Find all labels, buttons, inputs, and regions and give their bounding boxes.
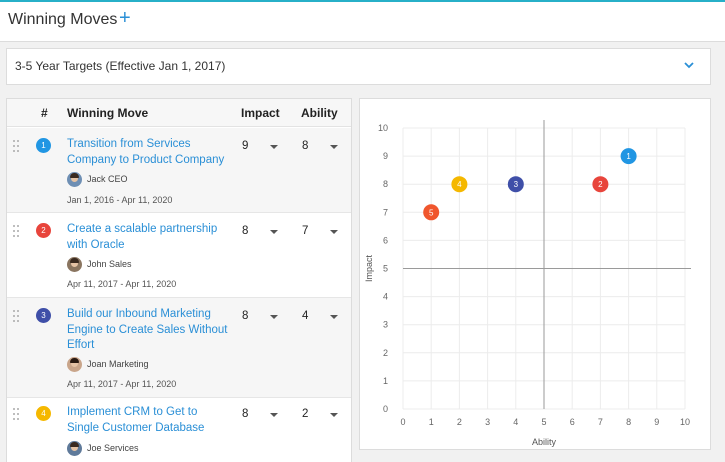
y-tick-label: 9 — [383, 151, 388, 161]
ability-select[interactable]: 4 — [302, 310, 342, 324]
y-tick-label: 6 — [383, 235, 388, 245]
move-number-badge: 4 — [36, 406, 51, 421]
y-tick-label: 1 — [383, 376, 388, 386]
targets-label: 3-5 Year Targets (Effective Jan 1, 2017) — [15, 59, 226, 73]
caret-down-icon — [330, 413, 338, 417]
x-tick-label: 5 — [541, 417, 546, 427]
caret-down-icon — [270, 413, 278, 417]
y-tick-label: 8 — [383, 179, 388, 189]
y-tick-label: 5 — [383, 264, 388, 274]
drag-handle-icon[interactable] — [13, 225, 21, 239]
drag-handle-icon[interactable] — [13, 408, 21, 422]
move-number-badge: 1 — [36, 138, 51, 153]
data-point-label: 4 — [457, 180, 462, 189]
winning-move-link[interactable]: Transition from Services Company to Produ… — [67, 138, 225, 166]
drag-handle-icon[interactable] — [13, 310, 21, 324]
column-header-move: Winning Move — [67, 106, 149, 120]
impact-select[interactable]: 9 — [242, 140, 282, 154]
owner: Jack CEO — [67, 171, 128, 187]
impact-ability-chart: 0 1 2 3 4 5 6 7 8 9 10 0 1 2 3 4 5 6 7 8 9 10 Ability Impact 1 2 3… — [359, 98, 711, 450]
targets-dropdown[interactable]: 3-5 Year Targets (Effective Jan 1, 2017) — [6, 48, 711, 85]
table-row: 3 Build our Inbound Marketing Engine to C… — [7, 298, 351, 398]
x-tick-label: 9 — [654, 417, 659, 427]
owner: Joe Services — [67, 440, 139, 456]
avatar — [67, 356, 82, 372]
table-header: # Winning Move Impact Ability — [7, 99, 351, 127]
data-point-label: 1 — [626, 152, 631, 161]
y-axis-label: Impact — [364, 254, 374, 282]
winning-move-link[interactable]: Build our Inbound Marketing Engine to Cre… — [67, 308, 228, 351]
move-number-badge: 3 — [36, 308, 51, 323]
x-tick-label: 8 — [626, 417, 631, 427]
x-tick-label: 6 — [570, 417, 575, 427]
impact-select[interactable]: 8 — [242, 310, 282, 324]
owner-name: Joe Services — [87, 443, 139, 453]
avatar — [67, 171, 82, 187]
y-tick-label: 7 — [383, 207, 388, 217]
scatter-plot: 0 1 2 3 4 5 6 7 8 9 10 0 1 2 3 4 5 6 7 8 9 10 Ability Impact 1 2 3… — [364, 120, 691, 447]
add-icon[interactable]: + — [119, 7, 131, 29]
date-range: Jan 1, 2016 - Apr 11, 2020 — [67, 195, 173, 205]
caret-down-icon — [330, 315, 338, 319]
table-row: 4 Implement CRM to Get to Single Customer… — [7, 398, 351, 462]
data-point-label: 3 — [514, 180, 519, 189]
caret-down-icon — [270, 145, 278, 149]
data-point[interactable] — [592, 176, 609, 193]
y-tick-label: 3 — [383, 320, 388, 330]
chevron-down-icon[interactable] — [682, 58, 696, 72]
owner-name: Jack CEO — [87, 174, 128, 184]
caret-down-icon — [270, 230, 278, 234]
column-header-num: # — [41, 106, 48, 120]
y-tick-label: 2 — [383, 348, 388, 358]
ability-select[interactable]: 8 — [302, 140, 342, 154]
impact-select[interactable]: 8 — [242, 408, 282, 422]
x-tick-label: 1 — [429, 417, 434, 427]
y-tick-label: 10 — [378, 123, 388, 133]
caret-down-icon — [330, 145, 338, 149]
table-row: 1 Transition from Services Company to Pro… — [7, 128, 351, 213]
data-point-label: 2 — [598, 180, 603, 189]
x-tick-label: 3 — [485, 417, 490, 427]
owner: Joan Marketing — [67, 356, 149, 372]
column-header-impact[interactable]: Impact — [241, 106, 280, 120]
x-tick-label: 2 — [457, 417, 462, 427]
avatar — [67, 256, 82, 272]
date-range: Apr 11, 2017 - Apr 11, 2020 — [67, 279, 177, 289]
owner: John Sales — [67, 256, 132, 272]
x-tick-label: 7 — [598, 417, 603, 427]
x-tick-label: 4 — [513, 417, 518, 427]
top-accent-line — [0, 0, 725, 2]
x-axis-label: Ability — [532, 437, 557, 447]
data-point[interactable] — [507, 176, 524, 193]
page-header: Winning Moves + — [0, 2, 725, 42]
table-row: 2 Create a scalable partnership with Orac… — [7, 213, 351, 298]
data-point-label: 5 — [429, 208, 434, 217]
drag-handle-icon[interactable] — [13, 140, 21, 154]
caret-down-icon — [330, 230, 338, 234]
page-title: Winning Moves — [8, 11, 118, 28]
y-tick-label: 0 — [383, 404, 388, 414]
owner-name: John Sales — [87, 259, 132, 269]
caret-down-icon — [270, 315, 278, 319]
column-header-ability[interactable]: Ability — [301, 106, 338, 120]
ability-select[interactable]: 7 — [302, 225, 342, 239]
x-tick-label: 0 — [400, 417, 405, 427]
winning-move-link[interactable]: Create a scalable partnership with Oracle — [67, 223, 218, 251]
impact-select[interactable]: 8 — [242, 225, 282, 239]
ability-select[interactable]: 2 — [302, 408, 342, 422]
date-range: Apr 11, 2017 - Apr 11, 2020 — [67, 379, 177, 389]
data-point[interactable] — [620, 148, 637, 165]
y-tick-label: 4 — [383, 292, 388, 302]
data-point[interactable] — [451, 176, 468, 193]
move-number-badge: 2 — [36, 223, 51, 238]
x-tick-label: 10 — [680, 417, 690, 427]
winning-move-link[interactable]: Implement CRM to Get to Single Customer D… — [67, 406, 205, 434]
data-point[interactable] — [423, 204, 440, 221]
winning-moves-table: # Winning Move Impact Ability 1 Transiti… — [6, 98, 352, 462]
avatar — [67, 440, 82, 456]
owner-name: Joan Marketing — [87, 359, 149, 369]
